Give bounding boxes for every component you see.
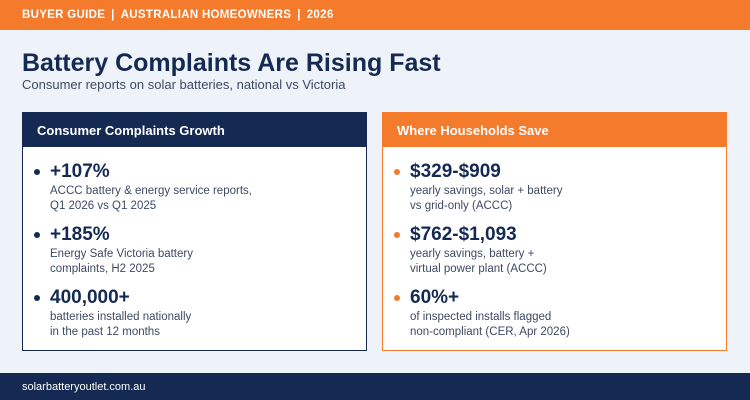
stat-description: ACCC battery & energy service reports, Q… [50,185,252,212]
website-url: solarbatteryoutlet.com.au [22,380,146,393]
stat-value: 400,000+ [50,287,130,308]
stat-item: +185% Energy Safe Victoria battery compl… [23,224,366,287]
stat-value: $329-$909 [410,161,501,182]
bullet-icon [34,232,40,238]
stat-description: of inspected installs flagged non-compli… [410,311,570,338]
banner-year: 2026 [306,9,334,21]
stat-value: $762-$1,093 [410,224,517,245]
stat-description: Energy Safe Victoria battery complaints,… [50,248,193,275]
banner-separator: | [297,9,301,21]
bullet-icon [394,295,400,301]
stat-item: 60%+ of inspected installs flagged non-c… [383,287,726,350]
stat-list: $329-$909 yearly savings, solar + batter… [383,147,726,350]
stat-item: $329-$909 yearly savings, solar + batter… [383,161,726,224]
stat-value: 60%+ [410,287,460,308]
stat-description: yearly savings, battery + virtual power … [410,248,547,275]
page-title: Battery Complaints Are Rising Fast [22,49,441,77]
bullet-icon [34,295,40,301]
stat-list: +107% ACCC battery & energy service repo… [23,147,366,350]
card-heading: Where Households Save [383,113,726,147]
stat-value: +185% [50,224,110,245]
stat-item: $762-$1,093 yearly savings, battery + vi… [383,224,726,287]
household-savings-card: Where Households Save $329-$909 yearly s… [382,112,727,351]
bullet-icon [394,169,400,175]
stat-item: +107% ACCC battery & energy service repo… [23,161,366,224]
stat-description: batteries installed nationally in the pa… [50,311,192,338]
card-heading: Consumer Complaints Growth [23,113,366,147]
banner-category: BUYER GUIDE [22,9,106,21]
footer-bar: solarbatteryoutlet.com.au [0,373,750,400]
top-banner: BUYER GUIDE | AUSTRALIAN HOMEOWNERS | 20… [0,0,750,30]
bullet-icon [34,169,40,175]
page-subtitle: Consumer reports on solar batteries, nat… [22,77,346,92]
bullet-icon [394,232,400,238]
banner-separator: | [111,9,115,21]
complaints-growth-card: Consumer Complaints Growth +107% ACCC ba… [22,112,367,351]
stat-value: +107% [50,161,110,182]
stat-description: yearly savings, solar + battery vs grid-… [410,185,563,212]
banner-audience: AUSTRALIAN HOMEOWNERS [120,9,292,21]
stat-item: 400,000+ batteries installed nationally … [23,287,366,350]
